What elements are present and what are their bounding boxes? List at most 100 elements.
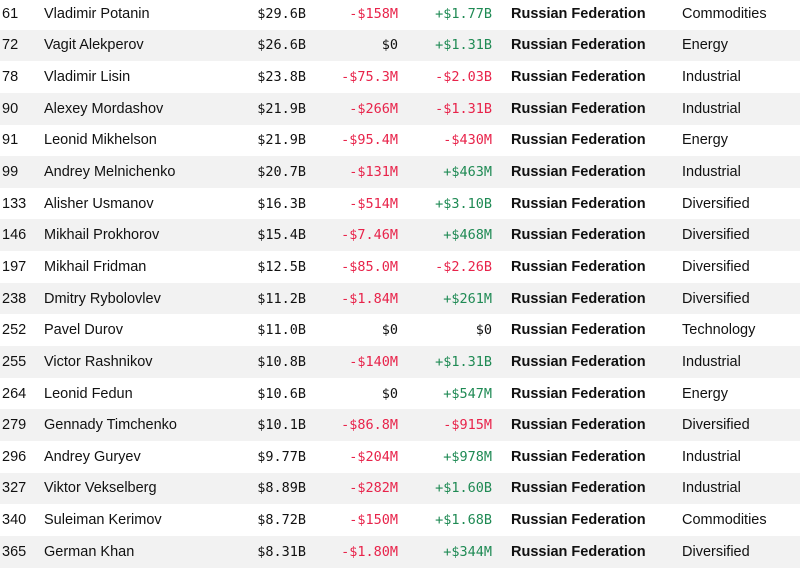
country-cell: Russian Federation [511,543,646,560]
table-row[interactable]: 296 Andrey Guryev $9.77B -$204M +$978M Russia… [0,441,800,473]
industry-cell: Diversified [682,290,750,307]
industry-cell: Energy [682,385,728,402]
industry-cell: Energy [682,132,728,149]
net-worth-cell: $29.6B [257,5,306,22]
name-cell: Mikhail Fridman [44,258,147,275]
table-row[interactable]: 99 Andrey Melnichenko $20.7B -$131M +$463M Ru… [0,156,800,188]
last-change-cell: -$158M [349,5,398,22]
name-cell: Vladimir Lisin [44,69,131,86]
table-row[interactable]: 264 Leonid Fedun $10.6B $0 +$547M Russian Fed… [0,378,800,410]
last-change-cell: -$1.84M [341,290,398,307]
last-change-cell: $0 [381,322,398,339]
name-cell: Vagit Alekperov [44,37,144,54]
ytd-change-cell: -$2.26B [435,258,492,275]
ytd-change-cell: +$1.77B [435,5,492,22]
table-row[interactable]: 365 German Khan $8.31B -$1.80M +$344M Russian… [0,535,800,568]
last-change-cell: -$140M [349,353,398,370]
ytd-change-cell: -$1.31B [435,100,492,117]
net-worth-cell: $8.72B [257,512,306,529]
rank-cell: 61 [2,5,19,22]
last-change-cell: -$1.80M [341,543,398,560]
name-cell: Andrey Guryev [44,448,141,465]
table-row[interactable]: 255 Victor Rashnikov $10.8B -$140M +$1.31B Ru… [0,346,800,378]
industry-cell: Industrial [682,448,741,465]
rank-cell: 279 [2,417,27,434]
net-worth-cell: $21.9B [257,132,306,149]
net-worth-cell: $20.7B [257,164,306,181]
country-cell: Russian Federation [511,37,646,54]
industry-cell: Commodities [682,512,767,529]
ytd-change-cell: $0 [475,322,492,339]
last-change-cell: -$514M [349,195,398,212]
name-cell: Leonid Mikhelson [44,132,157,149]
country-cell: Russian Federation [511,385,646,402]
ytd-change-cell: +$978M [443,448,492,465]
table-row[interactable]: 238 Dmitry Rybolovlev $11.2B -$1.84M +$261M R… [0,282,800,315]
last-change-cell: -$85.0M [341,258,398,275]
table-row[interactable]: 197 Mikhail Fridman $12.5B -$85.0M -$2.26B Ru… [0,251,800,283]
name-cell: Alisher Usmanov [44,195,154,212]
industry-cell: Technology [682,322,756,339]
rank-cell: 146 [2,227,27,244]
country-cell: Russian Federation [511,480,646,497]
ytd-change-cell: -$430M [443,132,492,149]
ytd-change-cell: +$344M [443,543,492,560]
table-row[interactable]: 78 Vladimir Lisin $23.8B -$75.3M -$2.03B Russ… [0,61,800,93]
table-row[interactable]: 61 Vladimir Potanin $29.6B -$158M +$1.77B Rus… [0,0,800,30]
name-cell: Viktor Vekselberg [44,480,157,497]
net-worth-cell: $12.5B [257,258,306,275]
net-worth-cell: $11.0B [257,322,306,339]
country-cell: Russian Federation [511,512,646,529]
ytd-change-cell: +$463M [443,164,492,181]
table-row[interactable]: 327 Viktor Vekselberg $8.89B -$282M +$1.60B R… [0,472,800,505]
industry-cell: Energy [682,37,728,54]
last-change-cell: -$86.8M [341,417,398,434]
rank-cell: 90 [2,100,19,117]
rank-cell: 365 [2,543,27,560]
name-cell: Dmitry Rybolovlev [44,290,161,307]
table-row[interactable]: 72 Vagit Alekperov $26.6B $0 +$1.31B Russian … [0,29,800,62]
ytd-change-cell: +$1.31B [435,353,492,370]
name-cell: Mikhail Prokhorov [44,227,160,244]
ytd-change-cell: +$468M [443,227,492,244]
country-cell: Russian Federation [511,290,646,307]
net-worth-cell: $10.6B [257,385,306,402]
net-worth-cell: $21.9B [257,100,306,117]
country-cell: Russian Federation [511,227,646,244]
rank-cell: 99 [2,164,19,181]
rank-cell: 133 [2,195,27,212]
net-worth-cell: $10.8B [257,353,306,370]
country-cell: Russian Federation [511,258,646,275]
name-cell: Alexey Mordashov [44,100,164,117]
last-change-cell: -$150M [349,512,398,529]
rank-cell: 255 [2,353,27,370]
name-cell: Leonid Fedun [44,385,133,402]
name-cell: Vladimir Potanin [44,5,150,22]
rank-cell: 340 [2,512,27,529]
industry-cell: Industrial [682,480,741,497]
ytd-change-cell: +$1.31B [435,37,492,54]
country-cell: Russian Federation [511,322,646,339]
rank-cell: 78 [2,69,19,86]
net-worth-cell: $23.8B [257,69,306,86]
ytd-change-cell: +$261M [443,290,492,307]
ytd-change-cell: +$547M [443,385,492,402]
table-row[interactable]: 252 Pavel Durov $11.0B $0 $0 Russian Federati… [0,314,800,346]
country-cell: Russian Federation [511,100,646,117]
last-change-cell: -$131M [349,164,398,181]
table-row[interactable]: 133 Alisher Usmanov $16.3B -$514M +$3.10B Rus… [0,188,800,220]
last-change-cell: -$75.3M [341,69,398,86]
net-worth-cell: $9.77B [257,448,306,465]
rank-cell: 91 [2,132,19,149]
rank-cell: 197 [2,258,27,275]
table-row[interactable]: 90 Alexey Mordashov $21.9B -$266M -$1.31B Rus… [0,92,800,125]
country-cell: Russian Federation [511,164,646,181]
table-row[interactable]: 279 Gennady Timchenko $10.1B -$86.8M -$915M R… [0,409,800,441]
table-row[interactable]: 146 Mikhail Prokhorov $15.4B -$7.46M +$468M R… [0,219,800,252]
table-row[interactable]: 91 Leonid Mikhelson $21.9B -$95.4M -$430M Rus… [0,125,800,157]
rank-cell: 296 [2,448,27,465]
country-cell: Russian Federation [511,195,646,212]
table-row[interactable]: 340 Suleiman Kerimov $8.72B -$150M +$1.68B Ru… [0,504,800,536]
name-cell: German Khan [44,543,135,560]
